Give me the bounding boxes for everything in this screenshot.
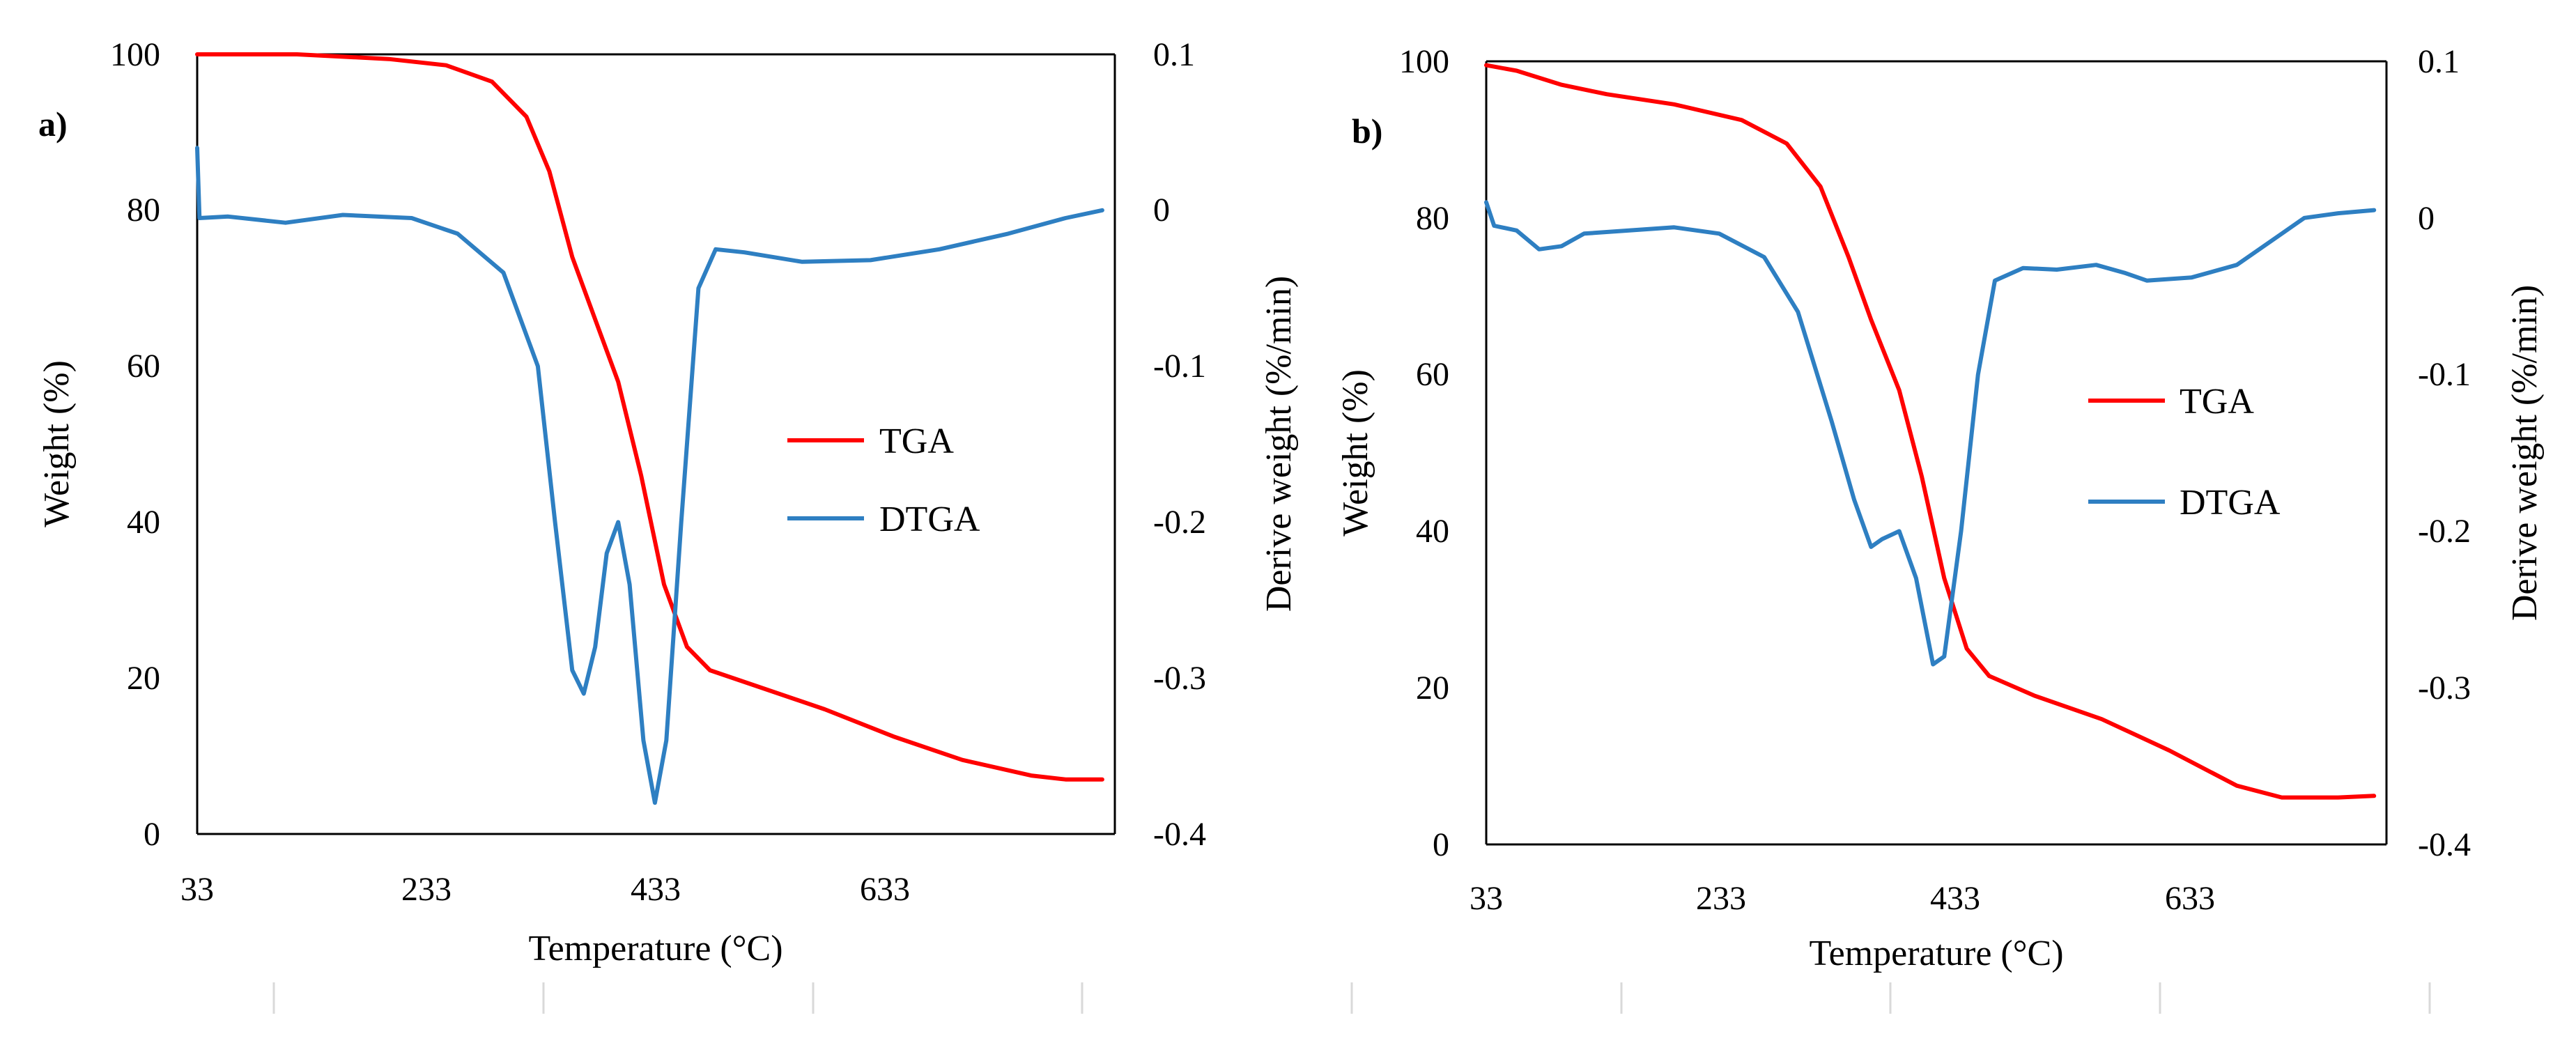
dtga-line bbox=[1484, 200, 2377, 667]
y-tick-label: 80 bbox=[1416, 200, 1449, 237]
panel-label: b) bbox=[1352, 111, 1382, 150]
y2-tick-label: -0.4 bbox=[2418, 826, 2471, 863]
y2-tick-label: 0.1 bbox=[2418, 43, 2460, 80]
y2-tick-label: -0.1 bbox=[2418, 356, 2471, 393]
y2-tick-label: -0.4 bbox=[1153, 816, 1206, 853]
y-axis-title: Weight (%) bbox=[1336, 369, 1375, 536]
y-tick-label: 20 bbox=[127, 660, 160, 697]
y2-axis-title: Derive weight (%/min) bbox=[1259, 276, 1299, 612]
x-axis-title: Temperature (°C) bbox=[528, 929, 782, 968]
tga-line bbox=[195, 52, 1104, 782]
y2-tick-label: -0.1 bbox=[1153, 348, 1206, 385]
y-tick-label: 0 bbox=[144, 816, 160, 853]
y-tick-label: 60 bbox=[127, 348, 160, 385]
x-axis-ticks: 33 233 433 633 bbox=[1470, 880, 2215, 917]
y2-axis-ticks: -0.4 -0.3 -0.2 -0.1 0 0.1 bbox=[1153, 36, 1206, 853]
y2-tick-label: 0.1 bbox=[1153, 36, 1195, 73]
x-tick-label: 433 bbox=[631, 871, 681, 908]
bottom-separators bbox=[272, 982, 2431, 1014]
legend-label-dtga: DTGA bbox=[879, 500, 980, 539]
x-tick-label: 633 bbox=[860, 871, 910, 908]
dtga-line bbox=[195, 146, 1104, 805]
y2-axis-ticks: -0.4 -0.3 -0.2 -0.1 0 0.1 bbox=[2418, 43, 2471, 863]
tga-line bbox=[1484, 63, 2377, 800]
y-axis-title: Weight (%) bbox=[37, 360, 77, 527]
x-tick-label: 233 bbox=[401, 871, 452, 908]
x-tick-label: 33 bbox=[1470, 880, 1503, 917]
y-tick-label: 40 bbox=[127, 504, 160, 541]
x-tick-label: 633 bbox=[2165, 880, 2215, 917]
panel-label: a) bbox=[38, 105, 68, 144]
y2-axis-title: Derive weight (%/min) bbox=[2505, 285, 2545, 621]
legend: TGA DTGA bbox=[2088, 382, 2281, 523]
y-axis-ticks: 0 20 40 60 80 100 bbox=[110, 36, 160, 853]
x-axis-ticks: 33 233 433 633 bbox=[180, 871, 910, 908]
y2-tick-label: -0.3 bbox=[2418, 670, 2471, 706]
y-tick-label: 0 bbox=[1433, 826, 1449, 863]
y2-tick-label: -0.2 bbox=[2418, 513, 2471, 550]
y2-tick-label: -0.2 bbox=[1153, 504, 1206, 541]
y-tick-label: 100 bbox=[1399, 43, 1449, 80]
x-tick-label: 433 bbox=[1930, 880, 1980, 917]
y2-tick-label: 0 bbox=[2418, 200, 2435, 237]
legend-label-tga: TGA bbox=[2180, 382, 2254, 422]
panel-a: a) 0 20 40 60 80 100 -0.4 -0.3 -0.2 -0.1… bbox=[37, 36, 1299, 968]
y2-tick-label: -0.3 bbox=[1153, 660, 1206, 697]
y-tick-label: 20 bbox=[1416, 670, 1449, 706]
y-tick-label: 60 bbox=[1416, 356, 1449, 393]
panel-b: b) 0 20 40 60 80 100 -0.4 -0.3 -0.2 -0.1… bbox=[1336, 43, 2545, 973]
y-tick-label: 80 bbox=[127, 192, 160, 229]
x-tick-label: 233 bbox=[1696, 880, 1746, 917]
x-tick-label: 33 bbox=[180, 871, 214, 908]
y2-tick-label: 0 bbox=[1153, 192, 1170, 229]
legend-label-dtga: DTGA bbox=[2180, 483, 2281, 523]
y-tick-label: 40 bbox=[1416, 513, 1449, 550]
legend: TGA DTGA bbox=[787, 422, 980, 539]
x-axis-title: Temperature (°C) bbox=[1809, 934, 2063, 973]
legend-label-tga: TGA bbox=[879, 422, 954, 461]
y-axis-ticks: 0 20 40 60 80 100 bbox=[1399, 43, 1449, 863]
y-tick-label: 100 bbox=[110, 36, 160, 73]
